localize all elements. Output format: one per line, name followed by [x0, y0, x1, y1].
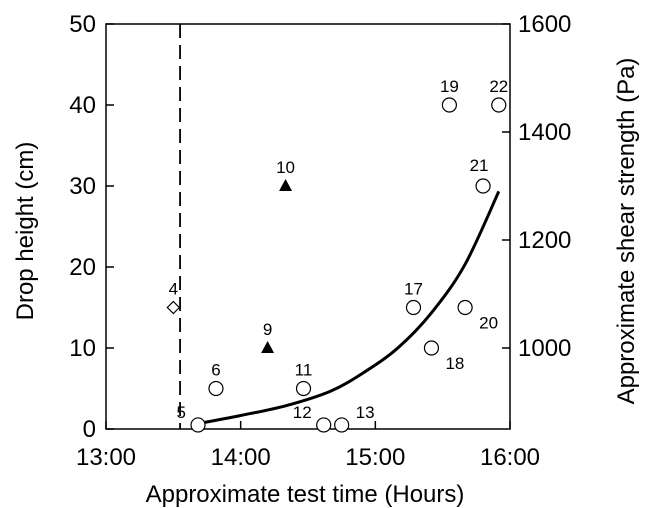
point-label: 9: [263, 320, 272, 339]
y2-tick-label: 1600: [518, 11, 571, 38]
point-marker: [295, 380, 312, 397]
point-marker: [441, 97, 457, 113]
point-marker: [491, 97, 507, 113]
point-label: 20: [479, 314, 498, 333]
x-tick-label: 15:00: [345, 444, 405, 471]
point-label: 22: [489, 77, 508, 96]
point-label: 6: [211, 361, 220, 380]
point-marker: [334, 417, 350, 433]
y-axis-title: Drop height (cm): [12, 142, 39, 321]
point-label: 5: [177, 403, 186, 422]
y-tick-label: 10: [69, 335, 96, 362]
y-tick-label: 20: [69, 254, 96, 281]
point-marker: [279, 179, 293, 191]
point-label: 19: [440, 77, 459, 96]
point-label: 12: [293, 403, 312, 422]
point-marker: [457, 299, 473, 316]
point-marker: [261, 341, 275, 353]
marks-layer: 4 5 6 9 10 11 12 13 17 18 19 20 21 22: [166, 77, 508, 433]
y-tick-label: 30: [69, 173, 96, 200]
x-tick-label: 14:00: [211, 444, 271, 471]
point-label: 4: [169, 280, 178, 299]
point-marker: [475, 178, 491, 194]
x-tick-label: 13:00: [76, 444, 136, 471]
point-label: 13: [356, 403, 375, 422]
x-tick-label: 16:00: [480, 444, 540, 471]
point-marker: [190, 417, 206, 433]
y-tick-label: 50: [69, 11, 96, 38]
point-label: 18: [445, 354, 464, 373]
plot-border: [105, 23, 511, 430]
point-marker: [166, 300, 181, 315]
y2-tick-label: 1000: [518, 335, 571, 362]
x-axis-title: Approximate test time (Hours): [146, 481, 465, 508]
ticks-layer: 13:00 14:00 15:00 16:00 0 10 20 30 40 50 1000 1200 1…: [69, 11, 571, 471]
plot-frame: [105, 23, 511, 430]
point-label: 17: [404, 280, 423, 299]
point-marker: [405, 299, 422, 316]
point-label: 10: [276, 158, 295, 177]
y2-tick-label: 1200: [518, 227, 571, 254]
curve-layer: [197, 190, 501, 426]
y2-axis-title: Approximate shear strength (Pa): [613, 58, 640, 405]
point-label: 11: [295, 361, 313, 380]
y-tick-label: 0: [83, 416, 96, 443]
point-label: 21: [470, 156, 489, 175]
shear-strength-curve: [197, 190, 501, 426]
point-marker: [316, 417, 332, 433]
y-tick-label: 40: [69, 92, 96, 119]
point-marker: [208, 380, 224, 397]
point-marker: [423, 340, 440, 356]
y2-tick-label: 1400: [518, 119, 571, 146]
